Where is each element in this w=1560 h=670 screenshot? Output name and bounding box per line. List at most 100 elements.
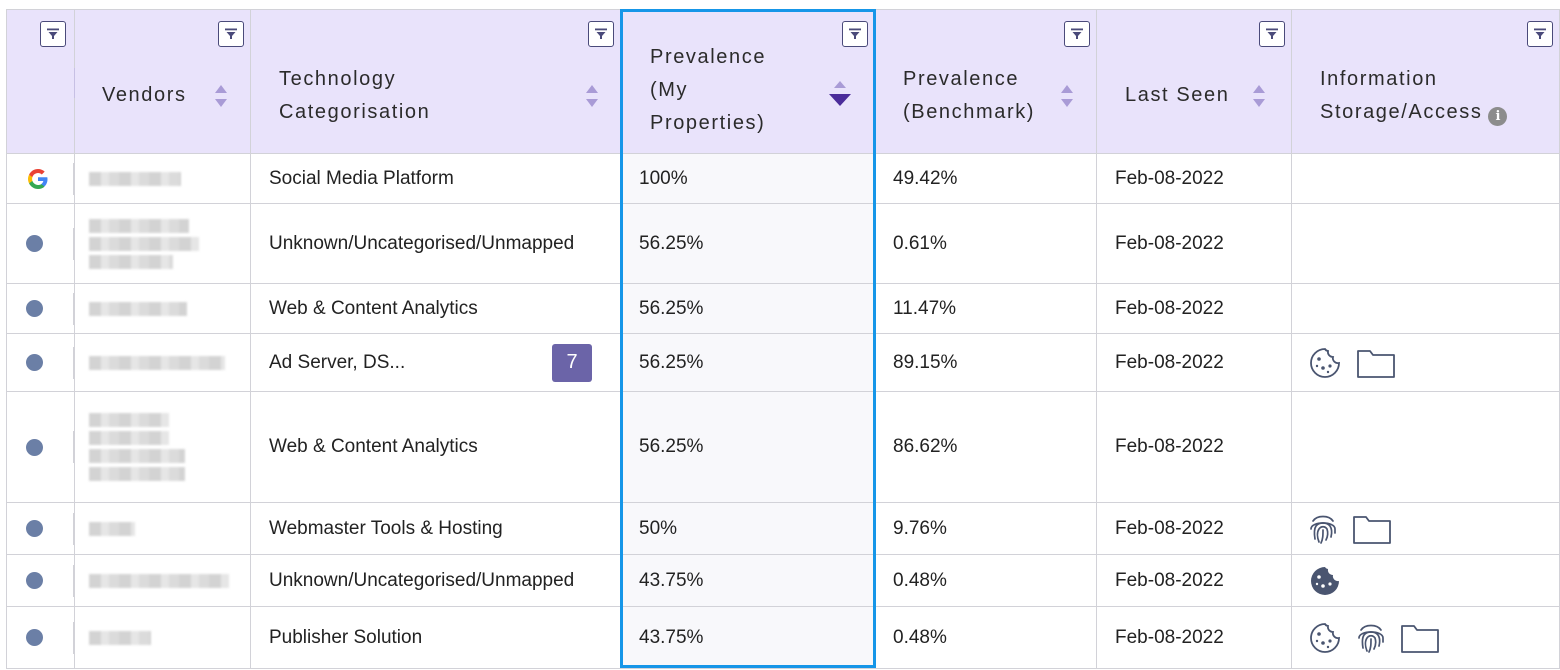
prevalence-bench-cell: 9.76% <box>875 503 1097 555</box>
category-cell: Web & Content Analytics <box>251 284 621 334</box>
category-cell: Ad Server, DS... 7 <box>251 334 621 392</box>
sort-icon[interactable] <box>584 83 600 109</box>
filter-icon[interactable] <box>1064 21 1090 47</box>
sort-icon[interactable] <box>213 83 229 109</box>
storage-cell <box>1292 204 1560 284</box>
prevalence-bench-cell: 49.42% <box>875 154 1097 204</box>
prevalence-bench-cell: 86.62% <box>875 392 1097 503</box>
vendor-icon-cell <box>7 607 75 669</box>
storage-cell <box>1292 555 1560 607</box>
last-seen-cell: Feb-08-2022 <box>1097 555 1292 607</box>
vendor-name-cell[interactable] <box>75 392 251 503</box>
header-last-seen[interactable]: Last Seen <box>1097 10 1292 154</box>
column-divider <box>74 68 75 98</box>
prevalence-mine-cell: 56.25% <box>621 204 875 284</box>
cookie-filled-icon[interactable] <box>1308 564 1342 598</box>
more-categories-badge[interactable]: 7 <box>552 343 592 382</box>
header-technology[interactable]: Technology Categorisation <box>251 10 621 154</box>
vendor-dot-icon <box>26 520 43 537</box>
prevalence-bench-cell: 11.47% <box>875 284 1097 334</box>
vendor-dot-icon <box>26 235 43 252</box>
filter-icon[interactable] <box>1259 21 1285 47</box>
vendor-name-redacted <box>89 630 151 645</box>
sort-icon[interactable] <box>1059 83 1075 109</box>
filter-icon[interactable] <box>1527 21 1553 47</box>
prevalence-mine-cell: 56.25% <box>621 334 875 392</box>
header-last-seen-label: Last Seen <box>1125 84 1230 106</box>
vendor-name-redacted <box>89 301 187 316</box>
vendor-name-cell[interactable] <box>75 607 251 669</box>
header-vendors[interactable]: Vendors <box>75 10 251 154</box>
column-divider <box>73 621 74 654</box>
fingerprint-icon[interactable] <box>1308 513 1338 545</box>
header-prevalence-line2: (My <box>650 79 689 101</box>
cookie-icon[interactable] <box>1308 621 1342 655</box>
header-prevalence-line1: Prevalence <box>650 46 767 68</box>
column-divider <box>73 162 74 195</box>
vendor-name-cell[interactable] <box>75 204 251 284</box>
filter-icon[interactable] <box>40 21 66 47</box>
vendor-name-redacted <box>89 521 135 536</box>
prevalence-bench-cell: 0.48% <box>875 607 1097 669</box>
prevalence-bench-cell: 0.61% <box>875 204 1097 284</box>
vendor-name-cell[interactable] <box>75 503 251 555</box>
vendor-icon-cell <box>7 392 75 503</box>
folder-icon[interactable] <box>1400 622 1440 654</box>
column-divider <box>73 564 74 597</box>
filter-icon[interactable] <box>218 21 244 47</box>
prevalence-mine-cell: 56.25% <box>621 284 875 334</box>
cookie-icon[interactable] <box>1308 346 1342 380</box>
prevalence-mine-cell: 43.75% <box>621 555 875 607</box>
prevalence-mine-cell: 50% <box>621 503 875 555</box>
vendor-name-cell[interactable] <box>75 284 251 334</box>
vendor-dot-icon <box>26 300 43 317</box>
sort-icon[interactable] <box>1251 83 1267 109</box>
vendor-icon-cell <box>7 334 75 392</box>
header-prevalence-line3: Properties) <box>650 112 766 134</box>
vendor-icon-cell <box>7 555 75 607</box>
last-seen-cell: Feb-08-2022 <box>1097 334 1292 392</box>
header-benchmark-line1: Prevalence <box>903 67 1020 90</box>
vendor-dot-icon <box>26 438 43 456</box>
vendor-dot-icon <box>26 629 43 646</box>
column-divider <box>73 346 74 379</box>
filter-icon[interactable] <box>588 21 614 47</box>
column-divider <box>73 431 74 463</box>
vendor-name-redacted <box>89 355 225 370</box>
header-prevalence-my-properties[interactable]: Prevalence (My Properties) <box>621 10 875 154</box>
storage-cell <box>1292 154 1560 204</box>
vendor-name-cell[interactable] <box>75 334 251 392</box>
header-information-storage[interactable]: Information Storage/Access i <box>1292 10 1560 154</box>
storage-cell <box>1292 284 1560 334</box>
vendor-dot-icon <box>26 572 43 589</box>
vendor-name-redacted <box>89 573 229 588</box>
prevalence-mine-cell: 100% <box>621 154 875 204</box>
category-cell: Social Media Platform <box>251 154 621 204</box>
vendors-table: Vendors Technology Categorisation Preval… <box>6 9 1560 669</box>
google-logo-icon <box>28 168 48 189</box>
storage-cell <box>1292 392 1560 503</box>
vendor-name-redacted <box>89 218 199 269</box>
header-vendors-label: Vendors <box>102 84 187 106</box>
column-divider <box>73 227 74 260</box>
prevalence-bench-cell: 0.48% <box>875 555 1097 607</box>
header-technology-line1: Technology <box>279 67 397 90</box>
folder-icon[interactable] <box>1352 513 1392 545</box>
last-seen-cell: Feb-08-2022 <box>1097 204 1292 284</box>
storage-cell <box>1292 334 1560 392</box>
category-cell: Web & Content Analytics <box>251 392 621 503</box>
last-seen-cell: Feb-08-2022 <box>1097 154 1292 204</box>
fingerprint-icon[interactable] <box>1356 622 1386 654</box>
header-info-line2: Storage/Access <box>1320 100 1483 123</box>
vendor-name-cell[interactable] <box>75 555 251 607</box>
vendor-name-cell[interactable] <box>75 154 251 204</box>
folder-icon[interactable] <box>1356 347 1396 379</box>
category-cell: Webmaster Tools & Hosting <box>251 503 621 555</box>
prevalence-mine-cell: 43.75% <box>621 607 875 669</box>
filter-icon[interactable] <box>842 21 868 47</box>
header-prevalence-benchmark[interactable]: Prevalence (Benchmark) <box>875 10 1097 154</box>
sort-descending-icon[interactable] <box>827 80 853 108</box>
info-icon[interactable]: i <box>1488 106 1508 126</box>
vendor-icon-cell <box>7 204 75 284</box>
storage-cell <box>1292 607 1560 669</box>
